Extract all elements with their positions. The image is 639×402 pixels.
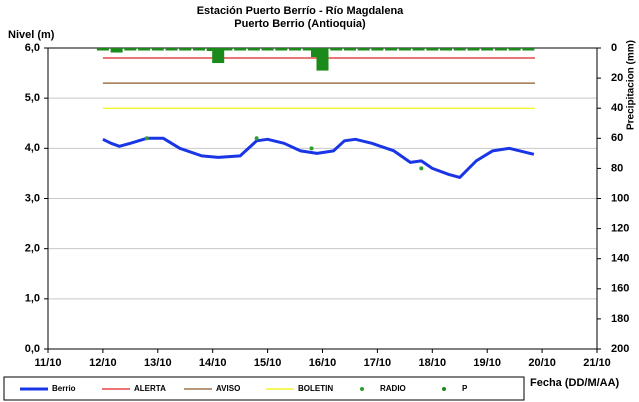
y2-tick-label: 0 xyxy=(611,42,617,54)
precip-bar xyxy=(426,48,439,51)
precip-bar xyxy=(398,48,411,51)
legend-swatch xyxy=(442,387,446,391)
y2-tick-label: 100 xyxy=(611,192,629,204)
radio-point xyxy=(144,136,149,141)
y2-tick-label: 120 xyxy=(611,223,629,235)
legend-swatch xyxy=(360,387,364,391)
x-axis-label: Fecha (DD/M/AA) xyxy=(530,377,620,389)
y2-tick-label: 200 xyxy=(611,343,629,355)
x-tick-label: 12/10 xyxy=(89,357,117,369)
precip-bar xyxy=(330,48,343,51)
chart-title: Estación Puerto Berrío - Río Magdalena xyxy=(197,5,404,17)
y2-tick-label: 140 xyxy=(611,253,629,265)
legend-label: P xyxy=(462,384,468,393)
precip-bar xyxy=(522,48,535,51)
precip-bar xyxy=(275,48,288,51)
x-tick-label: 16/10 xyxy=(309,357,337,369)
precip-bar xyxy=(234,48,247,51)
x-tick-label: 18/10 xyxy=(419,357,447,369)
y-axis-label: Nivel (m) xyxy=(8,29,55,41)
legend-label: Berrio xyxy=(52,384,76,393)
y2-tick-label: 60 xyxy=(611,132,623,144)
precip-bar xyxy=(96,48,109,51)
y-tick-label: 1,0 xyxy=(25,293,40,305)
precip-bar xyxy=(179,48,192,51)
x-tick-label: 19/10 xyxy=(473,357,501,369)
y-tick-label: 5,0 xyxy=(25,92,40,104)
legend-box xyxy=(3,376,525,401)
y-tick-label: 2,0 xyxy=(25,243,40,255)
legend-label: ALERTA xyxy=(134,384,166,393)
x-tick-label: 13/10 xyxy=(144,357,172,369)
precip-bar xyxy=(481,48,494,51)
precip-bar xyxy=(212,48,225,64)
precip-bar xyxy=(151,48,164,51)
radio-point xyxy=(419,166,424,171)
precip-bar xyxy=(371,48,384,51)
x-tick-label: 15/10 xyxy=(254,357,282,369)
precip-bar xyxy=(385,48,398,51)
precip-bar xyxy=(220,48,233,51)
precip-bar xyxy=(343,48,356,51)
precip-bar xyxy=(467,48,480,51)
series-line xyxy=(102,136,535,179)
precip-bar xyxy=(440,48,453,51)
precip-bar xyxy=(494,48,507,51)
x-tick-label: 20/10 xyxy=(528,357,556,369)
precip-bar xyxy=(165,48,178,51)
x-tick-label: 17/10 xyxy=(364,357,392,369)
precip-bar xyxy=(138,48,151,51)
precip-bar xyxy=(110,48,123,53)
legend-label: RADIO xyxy=(380,384,406,393)
y-tick-label: 0,0 xyxy=(25,343,40,355)
precip-bar xyxy=(357,48,370,51)
y-tick-label: 3,0 xyxy=(25,192,40,204)
y2-tick-label: 160 xyxy=(611,283,629,295)
legend-label: AVISO xyxy=(216,384,240,393)
x-tick-label: 11/10 xyxy=(35,357,62,369)
y2-tick-label: 180 xyxy=(611,313,629,325)
x-tick-label: 14/10 xyxy=(199,357,227,369)
precip-bar xyxy=(453,48,466,51)
y2-tick-label: 20 xyxy=(611,72,623,84)
y2-tick-label: 40 xyxy=(611,102,623,114)
radio-point xyxy=(309,146,314,151)
legend-label: BOLETIN xyxy=(298,384,333,393)
y-tick-label: 6,0 xyxy=(25,42,40,54)
radio-point xyxy=(254,136,259,141)
precip-bar xyxy=(316,48,329,71)
y2-tick-label: 80 xyxy=(611,162,623,174)
precip-bar xyxy=(289,48,302,51)
y-tick-label: 4,0 xyxy=(25,142,40,154)
precip-bar xyxy=(302,48,315,51)
precip-bar xyxy=(124,48,137,51)
x-tick-label: 21/10 xyxy=(583,357,611,369)
precip-bar xyxy=(412,48,425,51)
precip-bar xyxy=(261,48,274,51)
chart-subtitle: Puerto Berrio (Antioquia) xyxy=(234,18,366,30)
precip-bar xyxy=(247,48,260,51)
y2-axis-label: Precipitacion (mm) xyxy=(626,40,637,130)
precip-bar xyxy=(508,48,521,51)
precip-bar xyxy=(192,48,205,51)
